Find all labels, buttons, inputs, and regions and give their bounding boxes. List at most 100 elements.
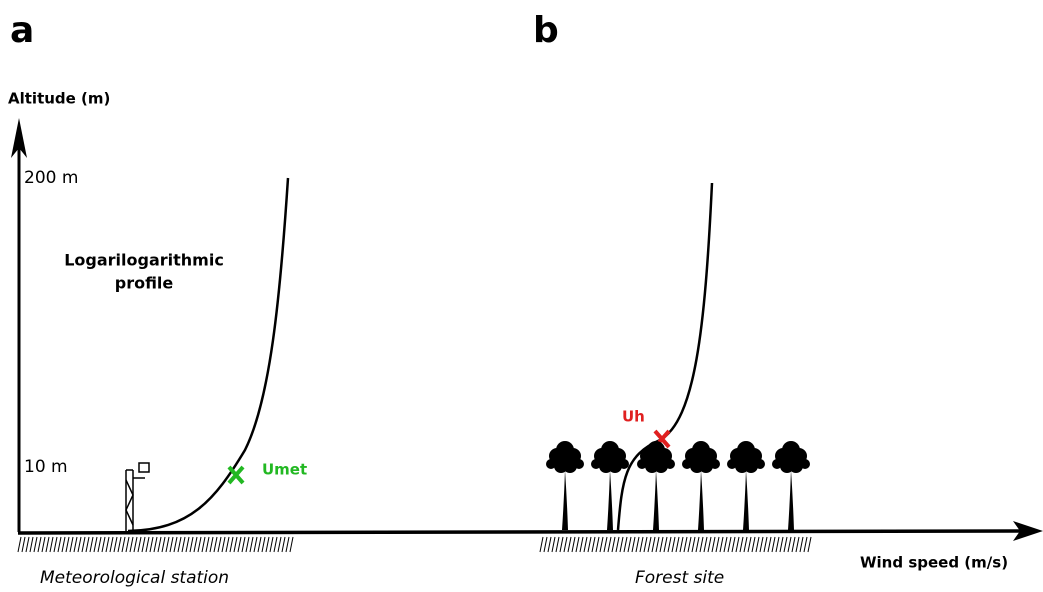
ground-label: Meteorological station xyxy=(40,568,229,588)
hatch-line xyxy=(117,536,122,553)
hatch-line xyxy=(221,536,226,553)
hatch-line xyxy=(33,536,38,553)
arrow-head xyxy=(1013,521,1043,541)
hatch-line xyxy=(49,536,54,553)
hatch-line xyxy=(109,536,114,553)
foliage xyxy=(738,452,754,468)
hatch-line xyxy=(57,536,62,553)
hatch-line xyxy=(129,536,134,553)
hatch-line xyxy=(791,536,796,553)
foliage xyxy=(693,452,709,468)
hatch-line xyxy=(205,536,210,553)
hatch-line xyxy=(559,536,564,553)
hatch-line xyxy=(763,536,768,553)
trunk xyxy=(562,470,568,530)
hatch-line xyxy=(647,536,652,553)
hatch-line xyxy=(707,536,712,553)
hatch-line xyxy=(667,536,672,553)
foliage xyxy=(710,459,720,469)
hatch-line xyxy=(759,536,764,553)
hatch-line xyxy=(779,536,784,553)
hatch-line xyxy=(651,536,656,553)
height-label: 200 m xyxy=(24,168,78,188)
foliage xyxy=(619,459,629,469)
hatch-line xyxy=(265,536,270,553)
foliage xyxy=(602,452,618,468)
hatch-line xyxy=(635,536,640,553)
axes xyxy=(11,118,1043,541)
hatch-line xyxy=(631,536,636,553)
hatch-line xyxy=(683,536,688,553)
marker-label: Umet xyxy=(262,461,307,479)
trees xyxy=(546,441,810,530)
hatch-line xyxy=(233,536,238,553)
hatch-line xyxy=(679,536,684,553)
hatch-line xyxy=(627,536,632,553)
hatch-line xyxy=(257,536,262,553)
hatch-line xyxy=(743,536,748,553)
hatch-line xyxy=(69,536,74,553)
hatch-line xyxy=(687,536,692,553)
hatch-line xyxy=(563,536,568,553)
hatch-line xyxy=(607,536,612,553)
hatch-line xyxy=(269,536,274,553)
hatch-line xyxy=(767,536,772,553)
hatch-line xyxy=(285,536,290,553)
hatch-line xyxy=(711,536,716,553)
hatch-line xyxy=(783,536,788,553)
hatch-line xyxy=(161,536,166,553)
hatch-line xyxy=(245,536,250,553)
hatch-line xyxy=(623,536,628,553)
hatch-line xyxy=(193,536,198,553)
hatch-line xyxy=(149,536,154,553)
hatch-line xyxy=(699,536,704,553)
hatch-line xyxy=(21,536,26,553)
hatch-line xyxy=(795,536,800,553)
x-axis-label: Wind speed (m/s) xyxy=(860,554,1008,572)
hatch-line xyxy=(603,536,608,553)
hatch-line xyxy=(29,536,34,553)
panel-letter: a xyxy=(10,10,34,51)
hatch-line xyxy=(101,536,106,553)
hatch-line xyxy=(567,536,572,553)
hatch-line xyxy=(583,536,588,553)
tree xyxy=(682,441,720,530)
hatch-line xyxy=(41,536,46,553)
hatch-line xyxy=(185,536,190,553)
hatch-line xyxy=(189,536,194,553)
hatch-line xyxy=(169,536,174,553)
hatch-line xyxy=(591,536,596,553)
hatch-line xyxy=(209,536,214,553)
profile-label: profile xyxy=(115,274,174,293)
hatch-line xyxy=(77,536,82,553)
hatch-line xyxy=(747,536,752,553)
foliage xyxy=(783,452,799,468)
tree xyxy=(772,441,810,530)
hatch-line xyxy=(73,536,78,553)
hatch-line xyxy=(799,536,804,553)
panel-letter: b xyxy=(533,10,559,51)
hatch-line xyxy=(133,536,138,553)
hatch-line xyxy=(555,536,560,553)
hatch-line xyxy=(65,536,70,553)
hatch-line xyxy=(659,536,664,553)
hatch-line xyxy=(229,536,234,553)
hatch-line xyxy=(145,536,150,553)
hatch-line xyxy=(281,536,286,553)
foliage xyxy=(800,459,810,469)
hatch-line xyxy=(771,536,776,553)
hatch-line xyxy=(575,536,580,553)
trunk xyxy=(698,470,704,530)
hatch-line xyxy=(17,536,22,553)
hatch-line xyxy=(85,536,90,553)
hatch-line xyxy=(61,536,66,553)
hatch-line xyxy=(691,536,696,553)
foliage xyxy=(755,459,765,469)
hatch-line xyxy=(587,536,592,553)
foliage xyxy=(637,459,647,469)
hatch-line xyxy=(225,536,230,553)
x-axis xyxy=(17,529,1023,535)
hatch-line xyxy=(289,536,294,553)
profile-curve xyxy=(127,177,290,533)
